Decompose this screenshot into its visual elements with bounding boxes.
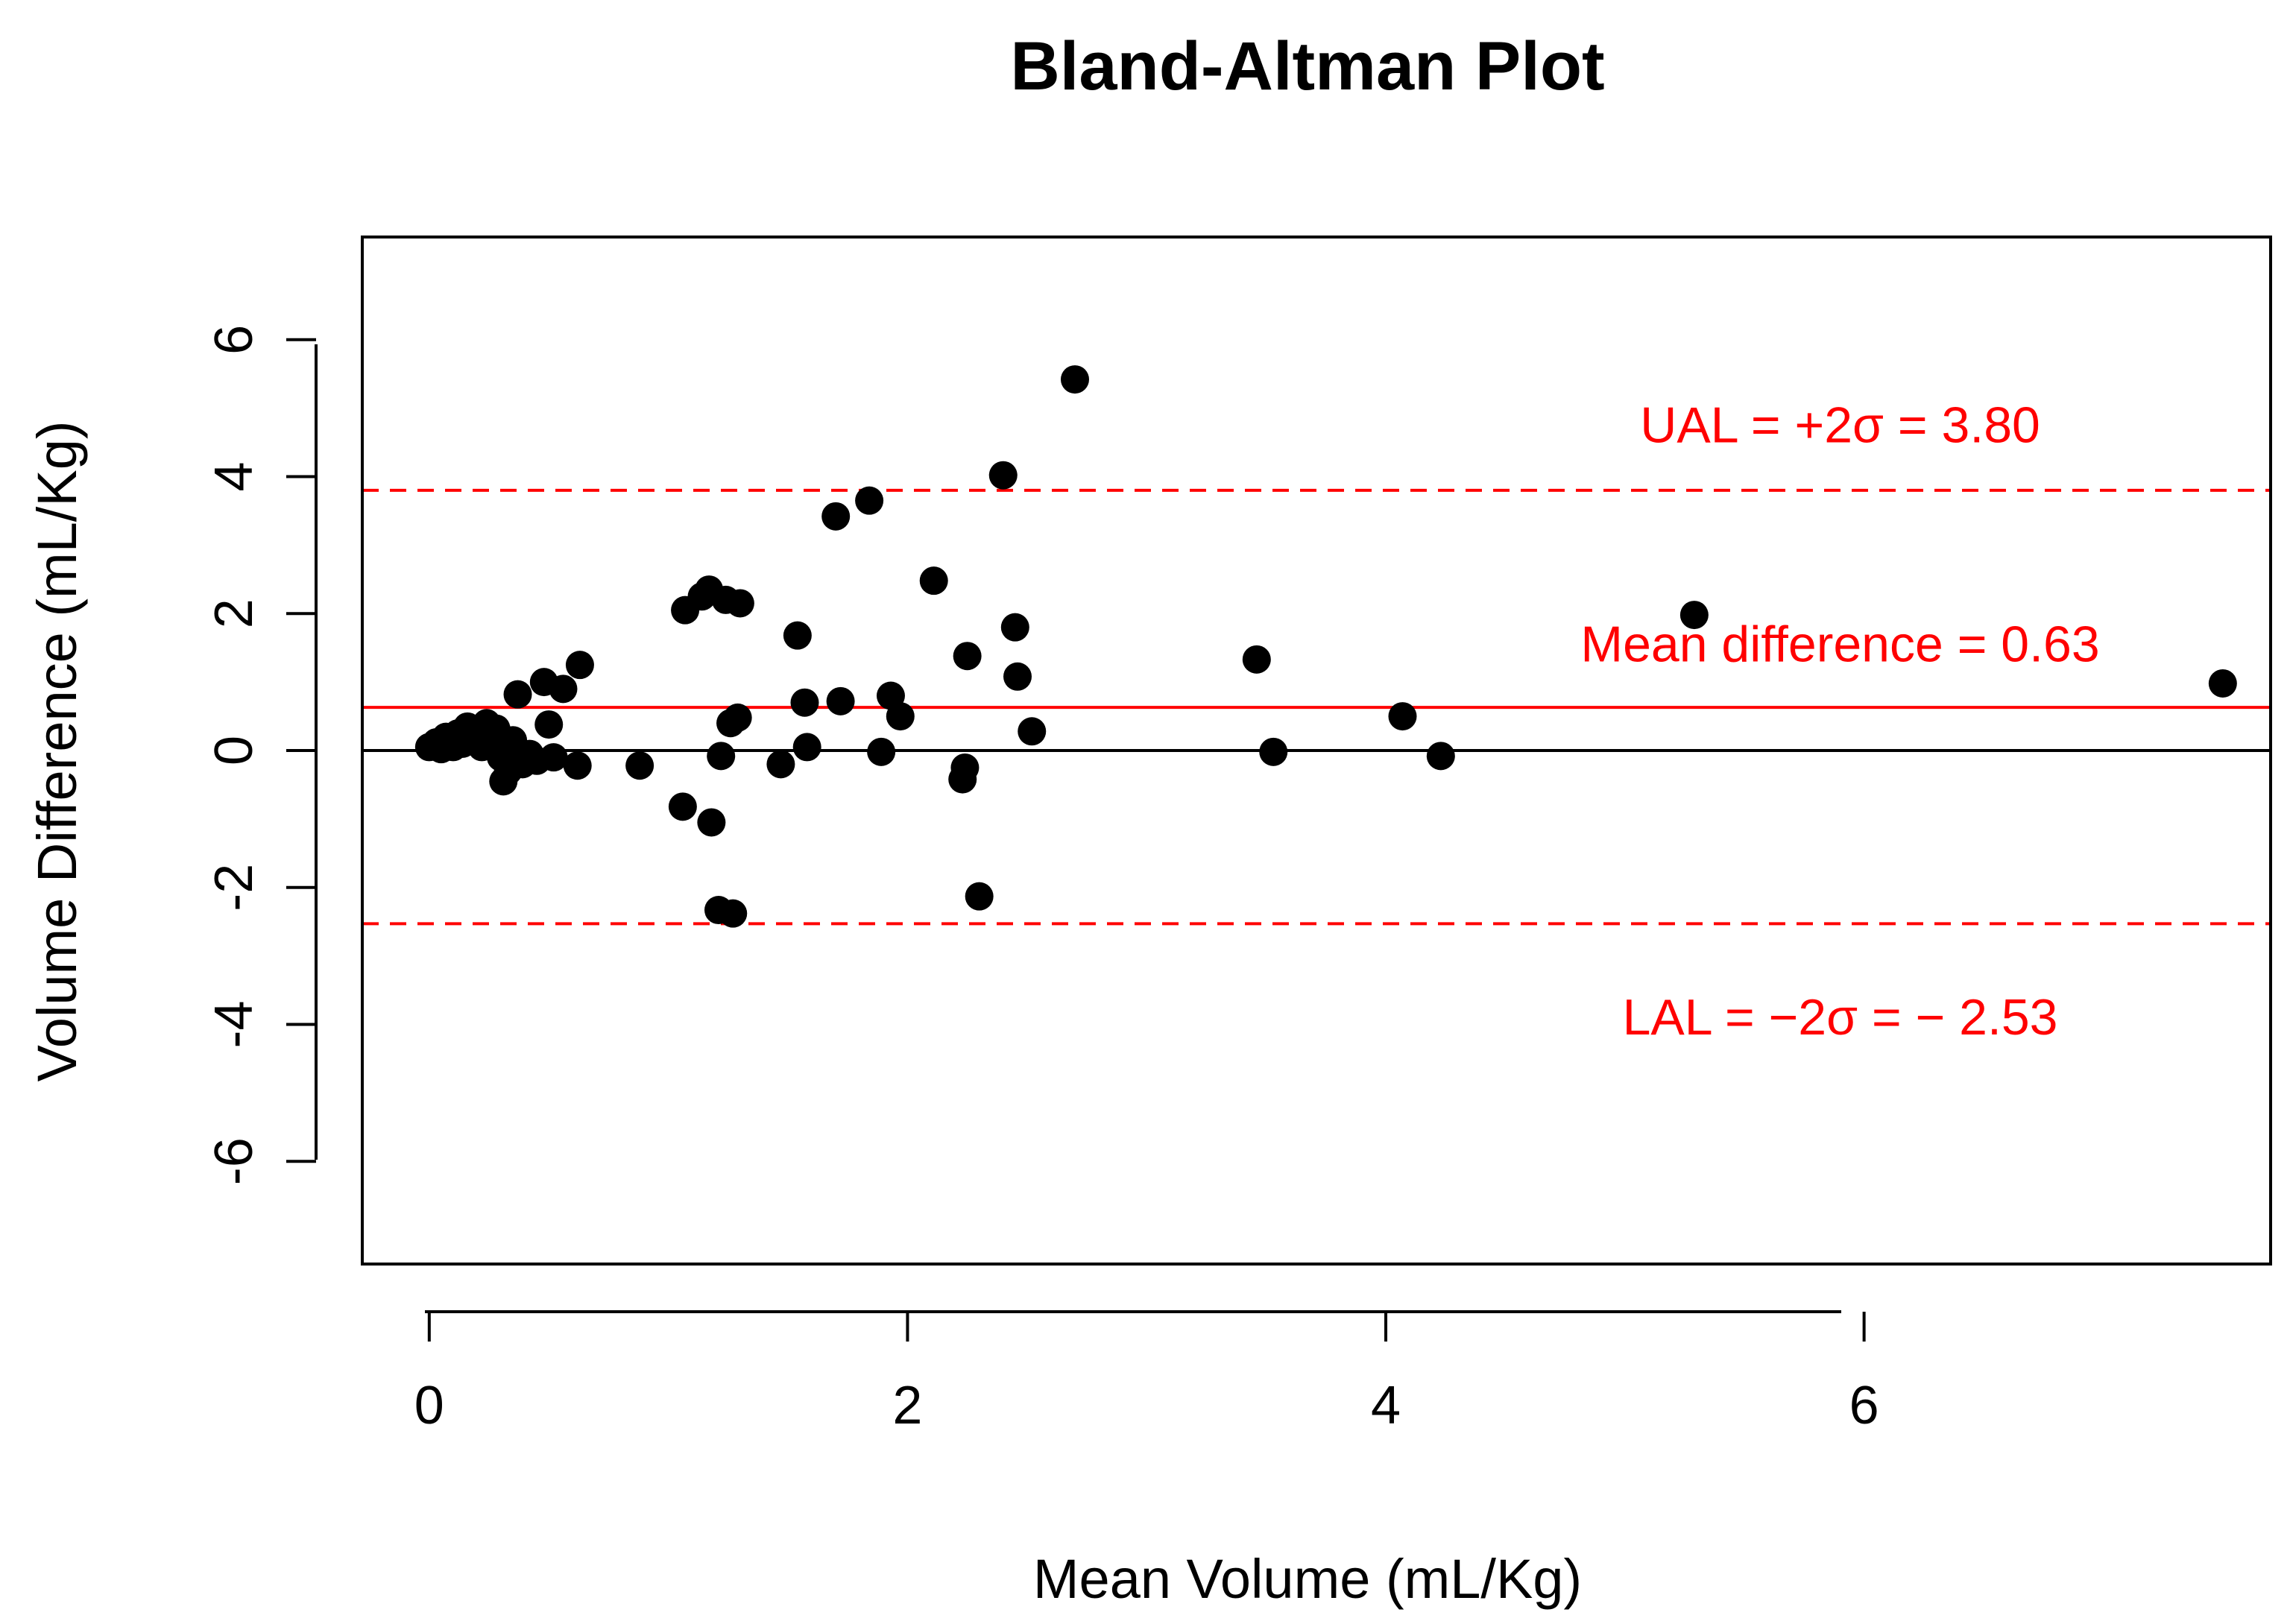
data-point <box>625 751 654 780</box>
mean-difference-annotation: Mean difference = 0.63 <box>1580 616 2099 673</box>
x-axis: 0 2 4 6 <box>414 1310 1879 1435</box>
data-point <box>563 751 592 780</box>
data-point <box>503 680 532 709</box>
y-tick-label: 0 <box>204 736 264 765</box>
data-point <box>697 808 726 837</box>
x-axis-label: Mean Volume (mL/Kg) <box>1033 1548 1582 1610</box>
data-point <box>783 621 812 650</box>
reference-lines <box>362 488 2271 926</box>
lal-annotation: LAL = −2σ = − 2.53 <box>1623 989 2058 1046</box>
data-point <box>719 899 748 928</box>
data-point <box>707 742 736 771</box>
chart-title: Bland-Altman Plot <box>1010 28 1604 104</box>
data-point <box>549 674 578 704</box>
data-point <box>988 461 1018 490</box>
data-point <box>821 502 851 531</box>
y-tick-label: -2 <box>204 864 264 911</box>
data-point <box>725 589 754 618</box>
data-point <box>1242 645 1271 674</box>
x-tick-label: 4 <box>1371 1376 1401 1435</box>
x-tick-label: 0 <box>414 1376 444 1435</box>
data-point <box>565 651 594 680</box>
y-axis-label: Volume Difference (mL/Kg) <box>26 420 88 1081</box>
data-point <box>867 737 896 766</box>
data-point <box>953 642 982 671</box>
annotations: UAL = +2σ = 3.80 Mean difference = 0.63 LA… <box>1580 397 2099 1046</box>
data-point <box>539 743 568 772</box>
data-point <box>1018 717 1047 746</box>
data-points <box>414 365 2237 928</box>
data-point <box>855 486 884 515</box>
data-point <box>1060 365 1089 394</box>
y-tick-label: -4 <box>204 1000 264 1048</box>
data-point <box>1426 742 1455 771</box>
data-point <box>1000 613 1029 642</box>
ual-annotation: UAL = +2σ = 3.80 <box>1640 397 2040 454</box>
data-point <box>886 702 915 731</box>
y-tick-label: 2 <box>204 598 264 628</box>
data-point <box>965 882 994 911</box>
y-tick-label: 4 <box>204 462 264 492</box>
data-point <box>826 686 855 715</box>
data-point <box>950 753 980 782</box>
x-tick-label: 6 <box>1849 1376 1879 1435</box>
x-tick-label: 2 <box>892 1376 922 1435</box>
data-point <box>790 688 819 717</box>
y-tick-label: 6 <box>204 325 264 355</box>
data-point <box>723 703 752 732</box>
data-point <box>668 792 697 821</box>
data-point <box>766 750 795 779</box>
data-point <box>792 733 821 762</box>
data-point <box>1388 702 1417 731</box>
data-point <box>534 710 564 739</box>
data-point <box>1679 601 1709 630</box>
data-point <box>919 566 948 595</box>
data-point <box>2208 669 2237 698</box>
plot-frame <box>361 236 2272 1266</box>
y-tick-label: -6 <box>204 1137 264 1185</box>
data-point <box>1003 662 1032 691</box>
data-point <box>1259 737 1288 766</box>
y-axis: 6 4 2 0 -2 -4 -6 <box>204 325 318 1185</box>
